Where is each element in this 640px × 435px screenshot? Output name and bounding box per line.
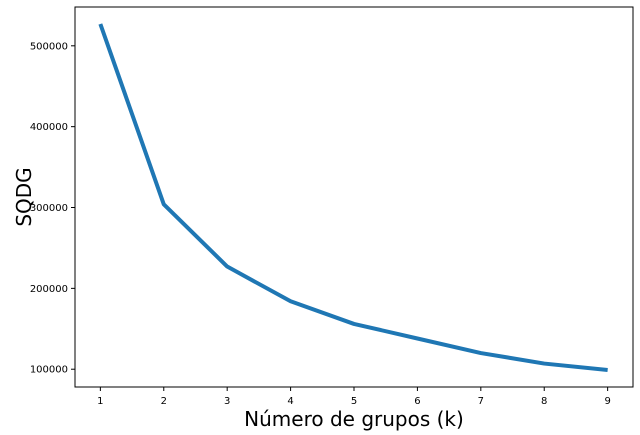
y-axis-ticks: 100000 200000 300000 400000 500000 <box>30 41 75 376</box>
y-tick-label: 500000 <box>30 41 68 52</box>
y-tick-label: 400000 <box>30 122 68 133</box>
plot-frame <box>74 6 634 388</box>
x-tick-label: 7 <box>478 396 484 407</box>
x-tick-label: 4 <box>287 396 293 407</box>
series-line <box>98 23 608 373</box>
x-tick-label: 8 <box>541 396 547 407</box>
x-tick-label: 9 <box>604 396 610 407</box>
y-tick-label: 200000 <box>30 284 68 295</box>
y-tick-label: 300000 <box>30 203 68 214</box>
x-axis-ticks: 1 2 3 4 5 6 7 8 9 <box>97 387 611 407</box>
x-tick-label: 2 <box>161 396 167 407</box>
y-tick-label: 100000 <box>30 365 68 376</box>
x-tick-label: 6 <box>414 396 420 407</box>
x-tick-label: 3 <box>224 396 230 407</box>
x-tick-label: 5 <box>351 396 357 407</box>
x-axis-label: Número de grupos (k) <box>244 407 464 431</box>
y-axis-label: SQDG <box>12 167 36 226</box>
series-layer <box>98 23 608 373</box>
x-tick-label: 1 <box>97 396 103 407</box>
